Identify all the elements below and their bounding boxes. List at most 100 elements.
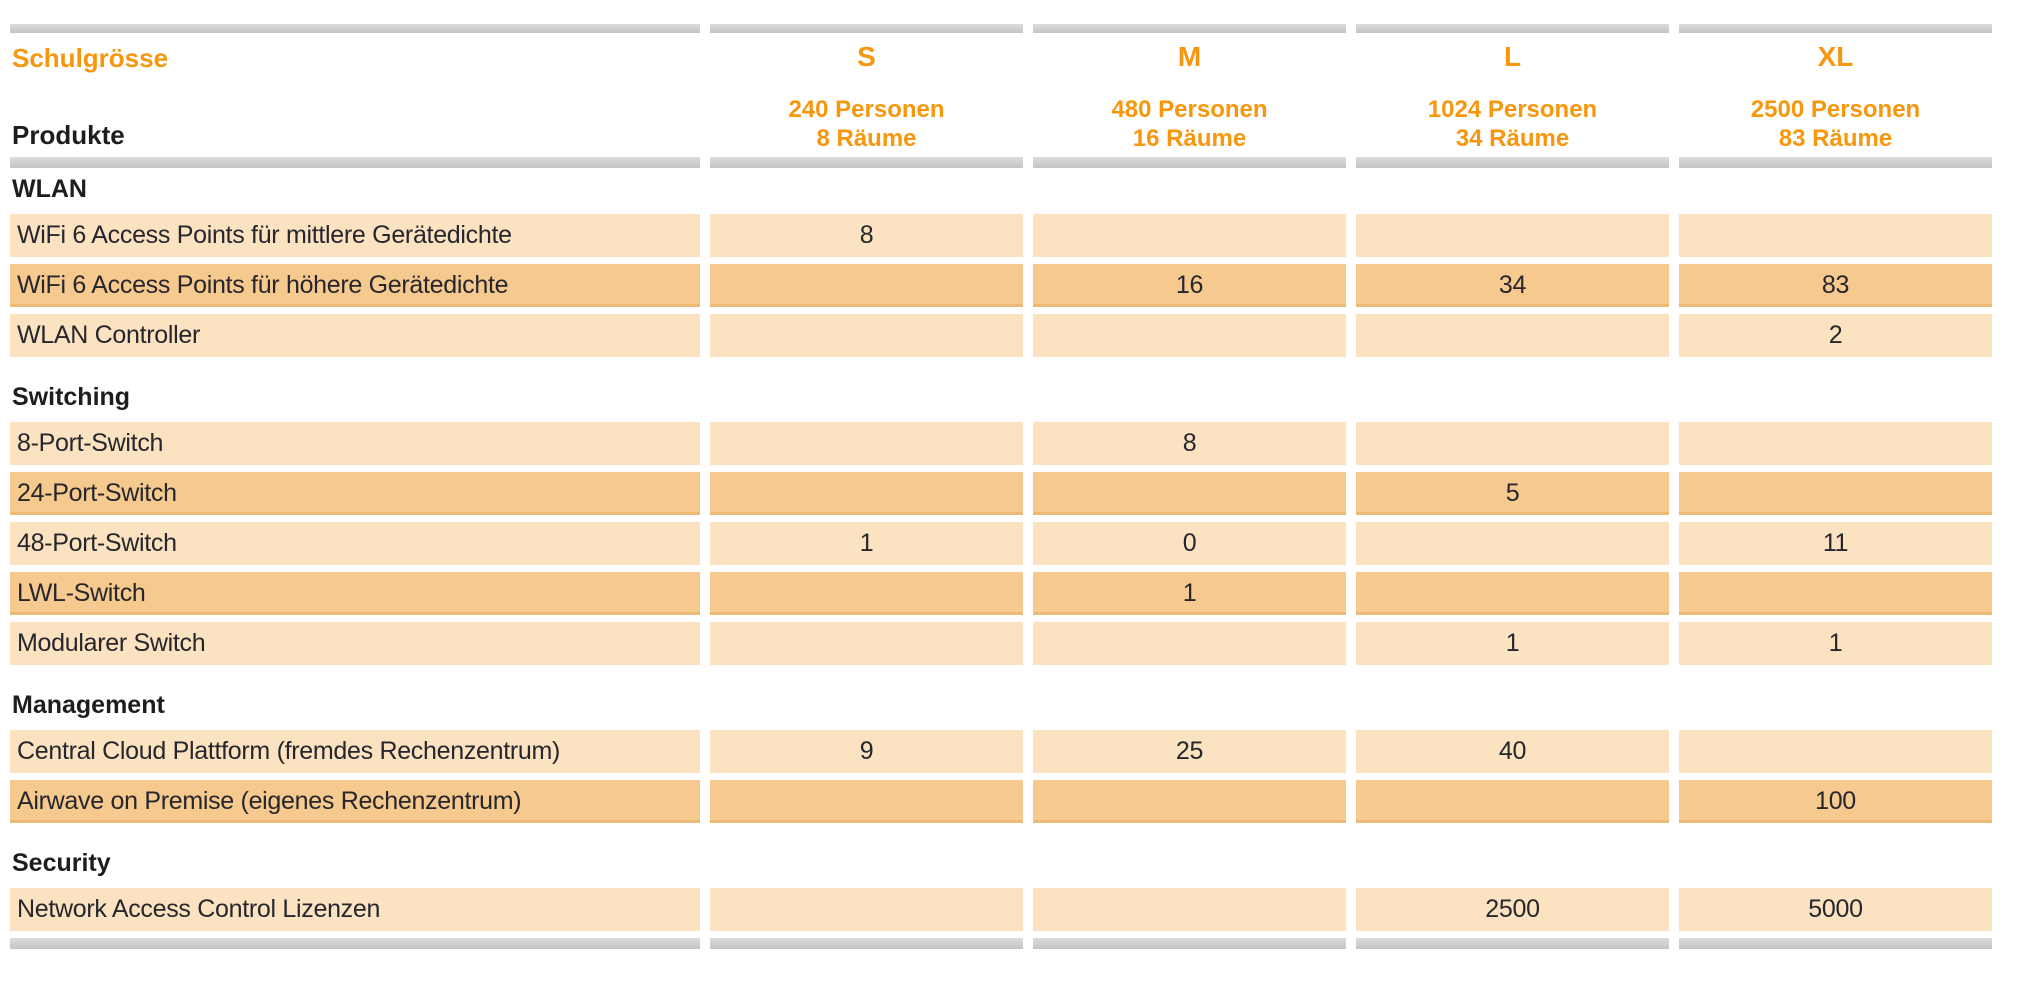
quantity-cell (710, 888, 1023, 931)
product-label: WiFi 6 Access Points für mittlere Geräte… (10, 214, 700, 257)
table-title: Schulgrösse (12, 43, 169, 73)
quantity-cell: 1 (710, 522, 1023, 565)
quantity-cell (1679, 572, 1992, 615)
quantity-cell (1356, 314, 1669, 357)
quantity-cell: 2500 (1356, 888, 1669, 931)
section-row-management: Management (10, 672, 2018, 730)
products-column-header: Produkte (12, 120, 125, 150)
quantity-cell: 9 (710, 730, 1023, 773)
divider-segment (1679, 938, 1992, 949)
product-label: 24-Port-Switch (10, 472, 700, 515)
divider-segment (710, 157, 1023, 168)
quantity-cell: 40 (1356, 730, 1669, 773)
divider-segment (1356, 157, 1669, 168)
quantity-cell (1033, 214, 1346, 257)
product-label: Airwave on Premise (eigenes Rechenzentru… (10, 780, 700, 823)
product-label: 48-Port-Switch (10, 522, 700, 565)
size-column-header-l: L 1024 Personen 34 Räume (1356, 33, 1669, 157)
table-row: Airwave on Premise (eigenes Rechenzentru… (10, 780, 2018, 823)
quantity-cell: 8 (710, 214, 1023, 257)
table-row: 24-Port-Switch 5 (10, 472, 2018, 515)
size-letter: M (1177, 41, 1202, 72)
quantity-cell (1356, 522, 1669, 565)
raeume-count: 34 Räume (1455, 124, 1570, 152)
quantity-cell: 1 (1356, 622, 1669, 665)
product-label: WiFi 6 Access Points für höhere Gerätedi… (10, 264, 700, 307)
size-letter: S (857, 41, 876, 72)
product-label: 8-Port-Switch (10, 422, 700, 465)
divider-segment (10, 938, 700, 949)
quantity-cell: 34 (1356, 264, 1669, 307)
quantity-cell: 1 (1033, 572, 1346, 615)
bottom-divider (10, 938, 2018, 949)
quantity-cell (710, 572, 1023, 615)
quantity-cell (710, 422, 1023, 465)
quantity-cell (710, 622, 1023, 665)
table-row: Network Access Control Lizenzen 2500 5000 (10, 888, 2018, 931)
product-label: Modularer Switch (10, 622, 700, 665)
quantity-cell (1679, 214, 1992, 257)
quantity-cell (1033, 314, 1346, 357)
divider-segment (1356, 938, 1669, 949)
quantity-cell: 100 (1679, 780, 1992, 823)
divider-bar (1033, 157, 1346, 168)
table-body: WLAN WiFi 6 Access Points für mittlere Ge… (10, 168, 2018, 931)
section-row-security: Security (10, 830, 2018, 888)
quantity-cell (1033, 622, 1346, 665)
product-label: LWL-Switch (10, 572, 700, 615)
table-row: 48-Port-Switch 1 0 11 (10, 522, 2018, 565)
quantity-cell: 0 (1033, 522, 1346, 565)
personen-count: 480 Personen (1111, 96, 1268, 124)
header-corner-cell: Schulgrösse Produkte (10, 33, 700, 157)
table-row: WiFi 6 Access Points für höhere Gerätedi… (10, 264, 2018, 307)
size-letter: XL (1817, 41, 1854, 72)
divider-bar (1033, 24, 1346, 33)
top-divider (10, 24, 2018, 33)
quantity-cell (1033, 780, 1346, 823)
personen-count: 1024 Personen (1427, 96, 1598, 124)
divider-segment (10, 157, 700, 168)
section-title-management: Management (12, 691, 165, 719)
size-column-header-m: M 480 Personen 16 Räume (1033, 33, 1346, 157)
personen-count: 240 Personen (788, 96, 945, 124)
quantity-cell: 2 (1679, 314, 1992, 357)
quantity-cell (1679, 472, 1992, 515)
quantity-cell (710, 264, 1023, 307)
section-row-switching: Switching (10, 364, 2018, 422)
divider-bar (1033, 938, 1346, 949)
raeume-count: 83 Räume (1778, 124, 1893, 152)
quantity-cell: 5000 (1679, 888, 1992, 931)
size-column-header-s: S 240 Personen 8 Räume (710, 33, 1023, 157)
product-label: WLAN Controller (10, 314, 700, 357)
table-row: WiFi 6 Access Points für mittlere Geräte… (10, 214, 2018, 257)
quantity-cell (1679, 422, 1992, 465)
divider-bar (1679, 157, 1992, 168)
quantity-cell (1033, 888, 1346, 931)
divider-bar (10, 24, 700, 33)
table-row: 8-Port-Switch 8 (10, 422, 2018, 465)
quantity-cell: 1 (1679, 622, 1992, 665)
divider-segment (710, 24, 1023, 33)
quantity-cell: 83 (1679, 264, 1992, 307)
quantity-cell (710, 314, 1023, 357)
quantity-cell (710, 780, 1023, 823)
personen-count: 2500 Personen (1750, 96, 1921, 124)
header-divider (10, 157, 2018, 168)
quantity-cell: 16 (1033, 264, 1346, 307)
divider-bar (710, 938, 1023, 949)
quantity-cell: 11 (1679, 522, 1992, 565)
quantity-cell (1356, 214, 1669, 257)
divider-bar (10, 938, 700, 949)
divider-bar (1356, 157, 1669, 168)
divider-segment (1356, 24, 1669, 33)
quantity-cell: 25 (1033, 730, 1346, 773)
table-row: Central Cloud Plattform (fremdes Rechenz… (10, 730, 2018, 773)
divider-bar (710, 157, 1023, 168)
table-row: LWL-Switch 1 (10, 572, 2018, 615)
section-title-switching: Switching (12, 383, 131, 411)
divider-segment (1033, 157, 1346, 168)
size-capacity: 2500 Personen 83 Räume (1751, 96, 1920, 153)
raeume-count: 8 Räume (816, 124, 917, 152)
quantity-cell (1679, 730, 1992, 773)
divider-bar (1356, 24, 1669, 33)
